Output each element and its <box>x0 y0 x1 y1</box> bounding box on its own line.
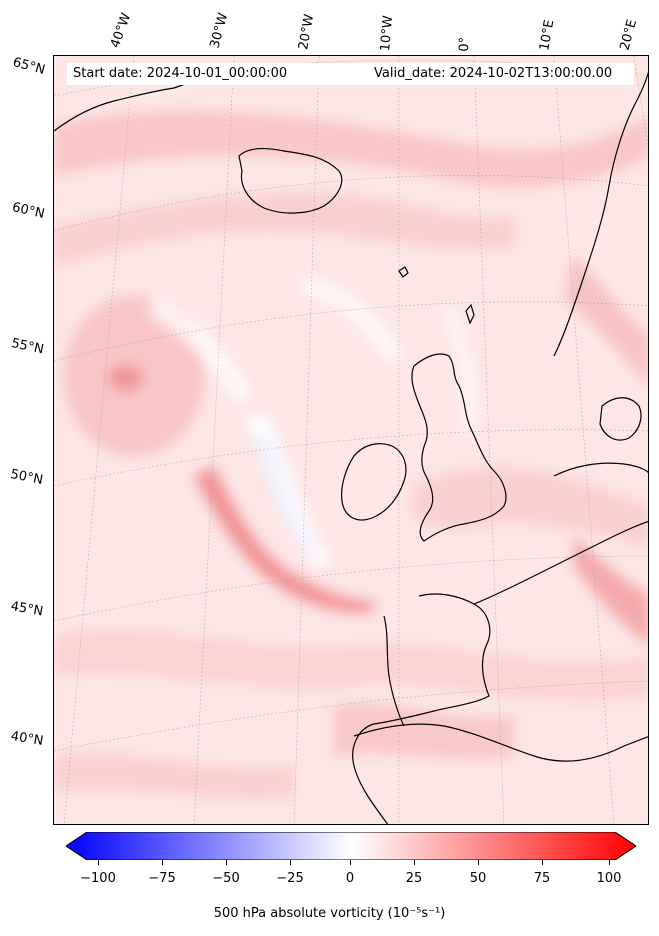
colorbar-tick-50: 50 <box>469 871 487 886</box>
colorbar-tick-neg100: −100 <box>80 871 116 886</box>
colorbar <box>65 831 637 861</box>
lat-label-65n: 65°N <box>11 55 47 78</box>
vorticity-contours <box>54 111 648 799</box>
map-panel <box>53 55 649 825</box>
colorbar-label: 500 hPa absolute vorticity (10⁻⁵s⁻¹) <box>213 906 446 921</box>
lat-label-40n: 40°N <box>9 729 45 749</box>
lon-label-0: 0° <box>457 36 473 52</box>
start-date-label: Start date: 2024-10-01_00:00:00 <box>73 66 288 81</box>
lat-label-60n: 60°N <box>10 200 46 222</box>
lon-label-20w: 20°W <box>296 13 318 52</box>
lat-label-55n: 55°N <box>9 336 46 358</box>
colorbar-tick-75: 75 <box>533 871 551 886</box>
colorbar-tick-25: 25 <box>405 871 423 886</box>
lon-label-30w: 30°W <box>207 11 232 50</box>
lon-label-20e: 20°E <box>617 17 641 52</box>
graticule <box>54 56 648 824</box>
lon-label-10w: 10°W <box>378 14 397 52</box>
header-background <box>67 63 634 85</box>
coastlines <box>54 71 648 824</box>
colorbar-tick-neg75: −75 <box>148 871 176 886</box>
vorticity-field <box>54 56 648 824</box>
colorbar-tick-neg25: −25 <box>276 871 304 886</box>
colorbar-tick-neg50: −50 <box>212 871 240 886</box>
colorbar-tick-100: 100 <box>596 871 622 886</box>
lat-label-50n: 50°N <box>9 467 45 488</box>
lon-label-10e: 10°E <box>537 18 558 53</box>
colorbar-tick-0: 0 <box>345 871 355 886</box>
lon-label-40w: 40°W <box>107 11 135 50</box>
lat-label-45n: 45°N <box>9 599 45 620</box>
valid-date-label: Valid_date: 2024-10-02T13:00:00.00 <box>374 66 613 81</box>
colorbar-gradient <box>65 831 637 861</box>
